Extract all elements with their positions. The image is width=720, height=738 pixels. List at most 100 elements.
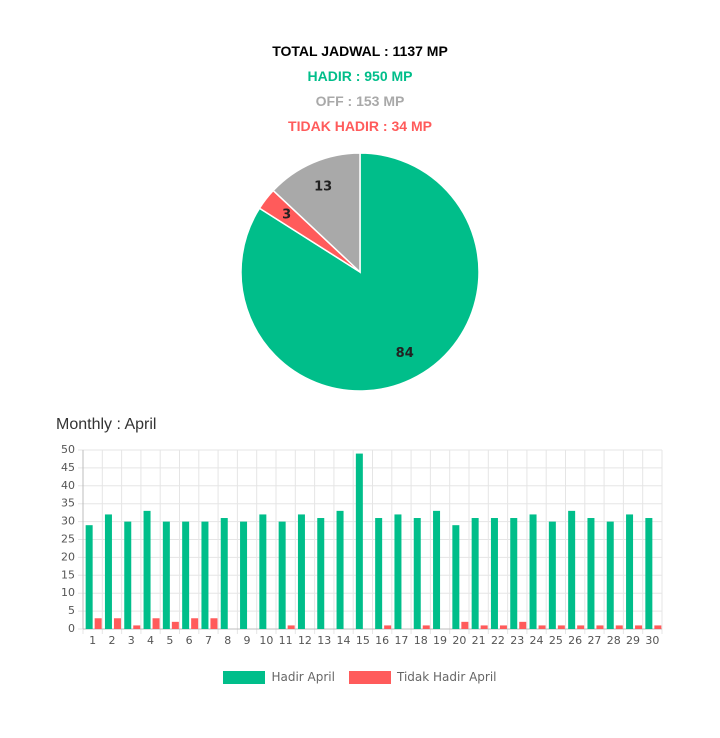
bar-tidak-hadir-3[interactable] [133,625,141,629]
bar-hadir-4[interactable] [143,510,151,629]
x-tick-label: 26 [568,634,582,647]
bar-hadir-9[interactable] [240,521,248,629]
bar-hadir-10[interactable] [259,514,267,629]
y-tick-label: 50 [61,443,75,456]
bar-hadir-12[interactable] [297,514,305,629]
x-tick-label: 24 [530,634,544,647]
bar-hadir-11[interactable] [278,521,286,629]
bar-tidak-hadir-29[interactable] [635,625,643,629]
legend-item-tidak-hadir[interactable]: Tidak Hadir April [348,670,497,684]
monthly-chart-title: Monthly : April [56,416,157,433]
off-label: OFF : 153 MP [315,93,405,109]
x-tick-label: 21 [472,634,486,647]
x-tick-label: 14 [337,634,351,647]
legend-label-hadir: Hadir April [271,670,335,684]
bar-hadir-8[interactable] [220,518,228,629]
y-tick-label: 5 [68,604,75,617]
bar-hadir-24[interactable] [529,514,537,629]
bar-tidak-hadir-27[interactable] [596,625,604,629]
x-tick-label: 16 [375,634,389,647]
bar-tidak-hadir-21[interactable] [480,625,488,629]
bar-hadir-26[interactable] [568,510,576,629]
bar-hadir-29[interactable] [626,514,634,629]
x-tick-label: 11 [279,634,293,647]
bar-tidak-hadir-23[interactable] [519,621,527,629]
bar-tidak-hadir-22[interactable] [499,625,507,629]
x-tick-label: 17 [394,634,408,647]
x-tick-label: 8 [224,634,231,647]
bar-hadir-7[interactable] [201,521,209,629]
bar-tidak-hadir-6[interactable] [191,618,199,629]
bar-tidak-hadir-11[interactable] [287,625,295,629]
bar-hadir-27[interactable] [587,518,595,629]
pie-slice-label-2: 13 [314,179,332,194]
pie-slice-label-0: 84 [396,346,414,361]
pie-slice-label-1: 3 [282,208,291,223]
bar-tidak-hadir-1[interactable] [94,618,102,629]
bar-hadir-16[interactable] [375,518,383,629]
x-tick-label: 30 [645,634,659,647]
bar-hadir-23[interactable] [510,518,518,629]
y-tick-label: 35 [61,497,75,510]
bar-hadir-13[interactable] [317,518,325,629]
x-tick-label: 18 [414,634,428,647]
x-tick-label: 13 [317,634,331,647]
bar-hadir-19[interactable] [433,510,441,629]
bar-hadir-25[interactable] [548,521,556,629]
x-tick-label: 12 [298,634,312,647]
bar-tidak-hadir-28[interactable] [615,625,623,629]
bar-tidak-hadir-5[interactable] [171,621,179,629]
x-tick-label: 20 [452,634,466,647]
bar-tidak-hadir-4[interactable] [152,618,160,629]
bar-tidak-hadir-30[interactable] [654,625,662,629]
bar-hadir-1[interactable] [85,525,93,629]
y-tick-label: 25 [61,533,75,546]
x-tick-label: 9 [244,634,251,647]
x-tick-label: 23 [510,634,524,647]
bar-hadir-22[interactable] [490,518,498,629]
bar-hadir-17[interactable] [394,514,402,629]
total-jadwal-label: TOTAL JADWAL : 1137 MP [272,43,448,59]
bar-hadir-28[interactable] [606,521,614,629]
hadir-label: HADIR : 950 MP [307,68,413,84]
y-tick-label: 40 [61,479,75,492]
bar-hadir-20[interactable] [452,525,460,629]
y-tick-label: 10 [61,586,75,599]
bar-hadir-2[interactable] [104,514,112,629]
bar-hadir-3[interactable] [124,521,132,629]
bar-tidak-hadir-24[interactable] [538,625,546,629]
bar-hadir-6[interactable] [182,521,190,629]
x-tick-label: 25 [549,634,563,647]
bar-tidak-hadir-25[interactable] [557,625,565,629]
x-tick-label: 4 [147,634,154,647]
bar-tidak-hadir-7[interactable] [210,618,218,629]
x-tick-label: 15 [356,634,370,647]
x-tick-label: 27 [587,634,601,647]
x-tick-label: 6 [186,634,193,647]
bar-tidak-hadir-2[interactable] [113,618,121,629]
bar-tidak-hadir-20[interactable] [461,621,469,629]
bar-hadir-18[interactable] [413,518,421,629]
bar-tidak-hadir-16[interactable] [384,625,392,629]
tidak-hadir-label: TIDAK HADIR : 34 MP [288,118,432,134]
legend-swatch-tidak-hadir [348,670,391,684]
x-tick-label: 29 [626,634,640,647]
bar-hadir-15[interactable] [355,453,363,629]
y-tick-label: 20 [61,550,75,563]
bar-chart-legend: Hadir April Tidak Hadir April [0,670,720,684]
bar-hadir-14[interactable] [336,510,344,629]
pie-slice-2[interactable] [272,152,361,274]
x-tick-label: 10 [259,634,273,647]
bar-tidak-hadir-18[interactable] [422,625,430,629]
x-tick-label: 22 [491,634,505,647]
bar-tidak-hadir-26[interactable] [577,625,585,629]
x-tick-label: 1 [89,634,96,647]
bar-hadir-21[interactable] [471,518,479,629]
attendance-pie-chart: 84 3 13 [240,152,480,392]
bar-hadir-30[interactable] [645,518,653,629]
x-tick-label: 2 [108,634,115,647]
legend-item-hadir[interactable]: Hadir April [223,670,335,684]
x-tick-label: 7 [205,634,212,647]
x-tick-label: 5 [166,634,173,647]
bar-hadir-5[interactable] [162,521,170,629]
